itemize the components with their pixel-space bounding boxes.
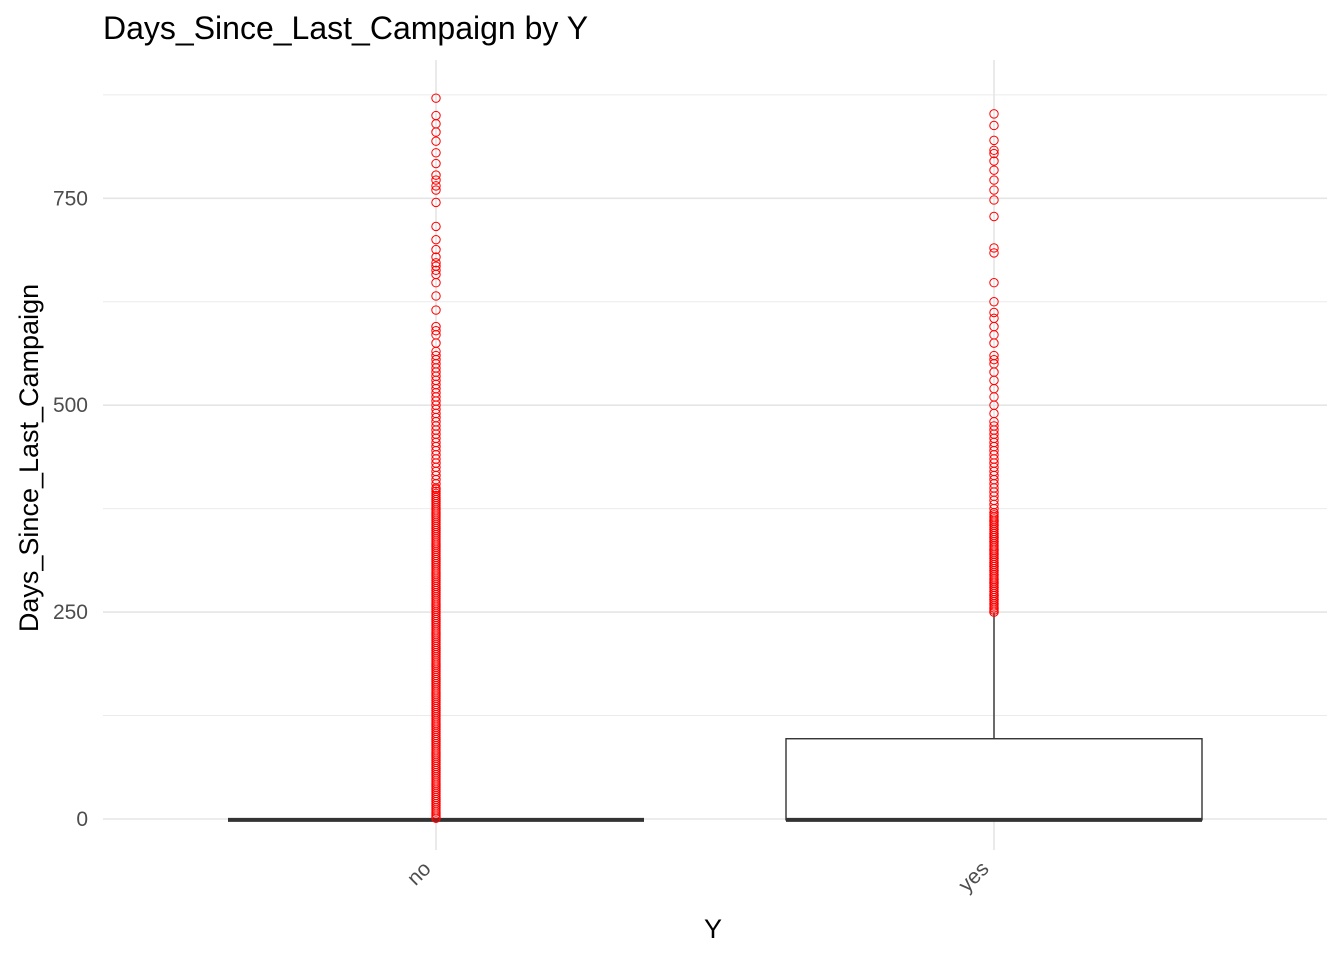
x-axis-title: Y <box>704 914 722 944</box>
outlier-point <box>431 484 441 494</box>
x-axis-ticks: no yes <box>403 857 994 896</box>
outlier-point <box>431 234 441 245</box>
outlier-point <box>431 244 441 255</box>
outlier-point <box>431 110 441 121</box>
outlier-point <box>431 158 441 169</box>
outlier-point <box>989 148 999 159</box>
outlier-point <box>989 421 999 431</box>
outlier-point <box>989 354 999 365</box>
outlier-point <box>431 181 441 191</box>
outlier-point <box>989 508 999 518</box>
boxes-layer <box>228 612 1203 822</box>
x-tick-label-no: no <box>403 857 436 890</box>
box-yes <box>785 738 1203 821</box>
outlier-point <box>431 148 441 158</box>
outlier-point <box>989 109 999 119</box>
outlier-point <box>989 248 999 258</box>
outlier-point <box>431 221 441 232</box>
outlier-point <box>989 175 999 185</box>
minor-gridlines <box>103 94 1327 717</box>
outlier-point <box>989 120 999 131</box>
outlier-point <box>431 291 441 301</box>
outlier-point <box>989 185 999 195</box>
outlier-point <box>431 197 441 208</box>
y-axis-title: Days_Since_Last_Campaign <box>14 284 44 632</box>
outlier-point <box>431 175 441 185</box>
y-tick-label: 500 <box>53 394 88 417</box>
outlier-point <box>431 326 441 336</box>
outlier-point <box>431 170 441 180</box>
outlier-point <box>431 261 441 271</box>
outlier-point <box>431 321 441 332</box>
outlier-point <box>989 243 999 253</box>
outlier-point <box>989 350 999 361</box>
y-tick-label: 250 <box>53 601 88 624</box>
outlier-point <box>989 195 999 205</box>
outlier-point <box>431 305 441 315</box>
outlier-point <box>989 156 999 166</box>
outlier-point <box>989 307 999 318</box>
outlier-point <box>431 252 441 262</box>
outlier-point <box>989 297 999 307</box>
y-axis-ticks: 0 250 500 750 <box>53 187 88 831</box>
outlier-point <box>989 313 999 324</box>
outlier-point <box>989 211 999 222</box>
outlier-point <box>989 145 999 155</box>
outlier-point <box>989 135 999 146</box>
outlier-point <box>431 258 441 268</box>
outlier-point <box>431 350 441 361</box>
outlier-point <box>989 165 999 175</box>
major-gridlines <box>103 60 1327 850</box>
outlier-point <box>431 93 441 103</box>
outliers-layer <box>431 93 999 823</box>
outlier-point <box>431 265 441 276</box>
y-tick-label: 0 <box>76 808 88 831</box>
y-tick-label: 750 <box>53 187 88 210</box>
outlier-point <box>431 185 441 195</box>
x-tick-label-yes: yes <box>954 857 993 896</box>
outlier-point <box>989 278 999 288</box>
chart-title: Days_Since_Last_Campaign by Y <box>103 10 589 46</box>
outlier-point <box>431 136 441 146</box>
